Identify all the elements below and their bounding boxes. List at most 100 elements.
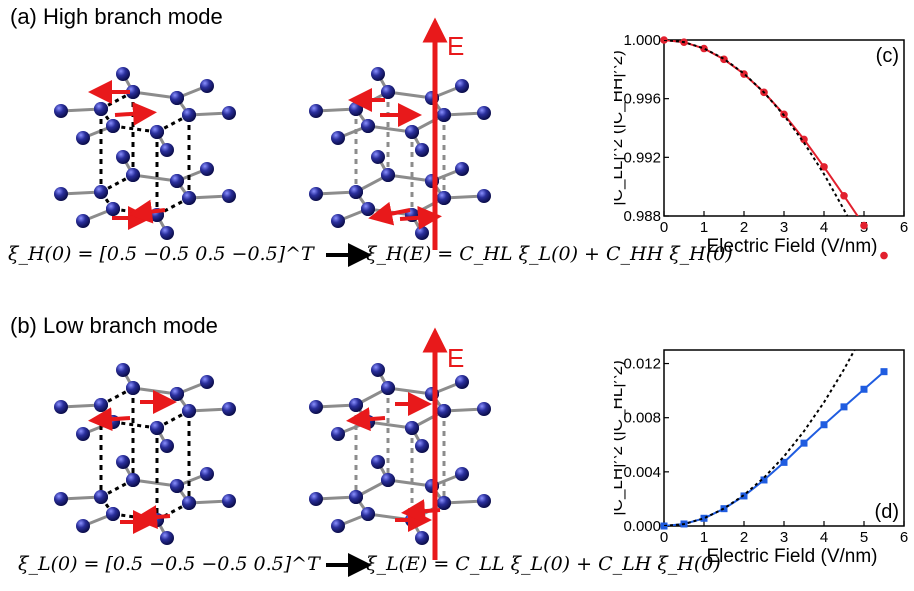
chart-d-data-point [880,368,888,376]
atom [222,189,236,203]
atom [116,363,130,377]
atom [309,492,323,506]
atom [76,131,90,145]
chart-d-y-axis-label: |C_LH|^2 (|C_HL|^2) [614,360,626,516]
atom [371,455,385,469]
atom [331,519,345,533]
chart-d-x-tick-label: 5 [860,529,868,546]
chart-c-y-tick-label: 1.000 [623,32,661,49]
hex-layer [54,67,236,157]
bond [100,478,134,499]
bond [132,478,178,488]
chart-c-data-point [840,191,848,200]
atom [349,102,363,116]
chart-c-data-line [664,40,859,216]
atom [437,191,451,205]
atom [381,168,395,182]
atom [371,67,385,81]
atom [106,507,120,521]
hex-layer [309,150,491,240]
panel-a-title: (a) High branch mode [10,4,223,29]
hex-layer [309,67,491,157]
chart-d: 0 1 2 3 4 5 6 0.000 0.004 0.008 0.012 Electric Fiel… [614,349,908,567]
bond [387,173,433,183]
hex-layer [309,455,491,545]
chart-c-data-point [860,221,868,230]
bond [100,90,134,111]
atom [309,104,323,118]
atom [150,125,164,139]
hex-layer [54,455,236,545]
atom [76,214,90,228]
chart-d-data-point [780,458,788,466]
chart-d-x-tick-label: 1 [700,529,708,546]
atom [361,119,375,133]
bond [132,173,178,183]
chart-c-x-tick-label: 3 [780,219,788,236]
chart-c-y-tick-label: 0.988 [623,208,661,225]
equation-a-left: ξ_H(0) = [0.5 −0.5 0.5 −0.5]^T [8,243,314,265]
atom [160,439,174,453]
chart-d-x-tick-label: 3 [780,529,788,546]
atom [381,381,395,395]
bond [156,409,190,430]
chart-d-y-tick-label: 0.004 [623,464,661,481]
displacement-arrow [88,407,131,432]
chart-d-x-tick-label: 4 [820,529,828,546]
chart-d-data-point [720,505,728,513]
chart-c-data-point [800,135,808,144]
chart-d-y-tick-label: 0.000 [623,518,661,535]
field-label-a: E [447,31,464,61]
chart-d-data-point [800,439,808,447]
equation-b-right: ξ_L(E) = C_LL ξ_L(0) + C_LH ξ_H(0) [366,553,721,575]
atom [477,494,491,508]
atom [182,496,196,510]
atom [222,402,236,416]
bond [156,501,190,522]
chart-c-x-tick-label: 6 [900,219,908,236]
chart-c-y-tick-label: 0.996 [623,91,661,108]
atom [331,214,345,228]
atom [455,467,469,481]
chart-d-y-tick-label: 0.008 [623,410,661,427]
atom [106,202,120,216]
atom [415,226,429,240]
atom [94,398,108,412]
chart-d-data-point [840,403,848,411]
equation-b-left: ξ_L(0) = [0.5 −0.5 −0.5 0.5]^T [18,553,320,575]
chart-d-x-tick-label: 6 [900,529,908,546]
atom [170,387,184,401]
hex-layer [309,363,491,453]
bond [100,386,134,407]
chart-c-x-tick-label: 0 [660,219,668,236]
field-label-b: E [447,343,464,373]
atom [54,104,68,118]
chart-d-plot-frame [663,349,905,527]
atom [331,427,345,441]
atom [371,363,385,377]
chart-d-data-point [860,385,868,393]
bond [156,113,190,134]
atom [437,108,451,122]
atom [94,490,108,504]
atom [349,490,363,504]
atom [381,85,395,99]
atom [349,185,363,199]
bond [387,478,433,488]
chart-d-y-tick-label: 0.012 [623,356,661,373]
chart-c-data-point [820,163,828,171]
atom [170,91,184,105]
atom [94,185,108,199]
atom [200,162,214,176]
chart-c-x-tick-label: 1 [700,219,708,236]
chart-c-fit-curve [664,40,849,216]
bond [367,124,413,134]
chart-c-y-axis-label: |C_LL|^2 (|C_HH|^2) [614,50,626,206]
displacement-arrow [399,205,442,230]
atom [76,519,90,533]
atom [200,467,214,481]
hex-layer [54,363,236,453]
atom [54,492,68,506]
atom [54,400,68,414]
